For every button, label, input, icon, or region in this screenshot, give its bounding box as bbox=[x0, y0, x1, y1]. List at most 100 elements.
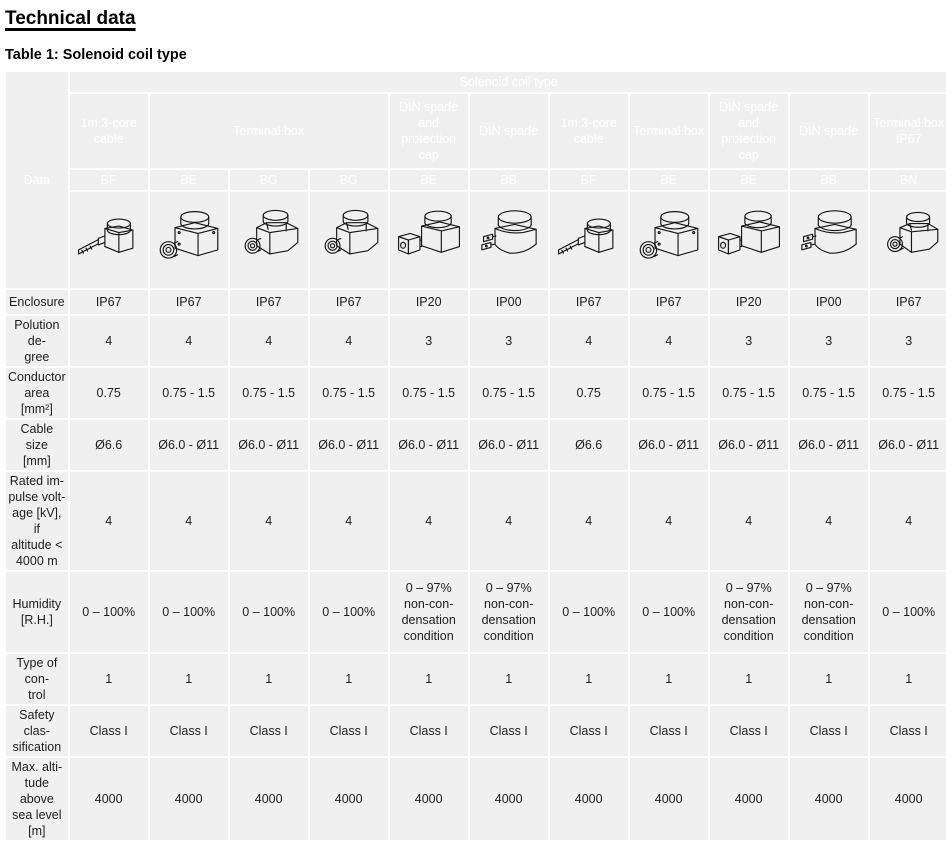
coil-din-spade-icon bbox=[480, 210, 537, 254]
coil-cable-icon bbox=[77, 218, 134, 255]
data-cell: IP20 bbox=[709, 290, 788, 314]
data-cell: 0.75 - 1.5 bbox=[869, 368, 946, 418]
group-header: DIN spade bbox=[789, 94, 868, 168]
group-header: DIN spade and protection cap bbox=[389, 94, 468, 168]
data-cell: 0 – 100% bbox=[229, 572, 308, 652]
coil-terminal-ip67-icon bbox=[886, 211, 939, 253]
data-cell: Class I bbox=[789, 706, 868, 756]
data-cell: 4 bbox=[149, 316, 228, 366]
coil-image-cell bbox=[149, 192, 228, 288]
type-code: BF bbox=[549, 170, 628, 190]
data-cell: 4 bbox=[549, 472, 628, 570]
coil-terminal-box-icon bbox=[639, 211, 699, 259]
type-code: BB bbox=[469, 170, 548, 190]
data-cell: 1 bbox=[469, 654, 548, 704]
data-cell: Ø6.0 - Ø11 bbox=[629, 420, 708, 470]
type-code: BE bbox=[389, 170, 468, 190]
table-caption: Table 1: Solenoid coil type bbox=[5, 47, 187, 63]
row-label: Polution de- gree bbox=[6, 316, 68, 366]
coil-image-cell bbox=[229, 192, 308, 288]
coil-image-cell bbox=[69, 192, 148, 288]
type-code: BE bbox=[629, 170, 708, 190]
type-code: BG bbox=[229, 170, 308, 190]
group-header: 1m 3-core cable bbox=[69, 94, 148, 168]
data-cell: 0.75 - 1.5 bbox=[149, 368, 228, 418]
data-cell: 1 bbox=[549, 654, 628, 704]
data-cell: 4000 bbox=[229, 758, 308, 840]
data-cell: 4000 bbox=[469, 758, 548, 840]
row-label: Cable size [mm] bbox=[6, 420, 68, 470]
data-cell: 4 bbox=[549, 316, 628, 366]
data-cell: 0.75 - 1.5 bbox=[389, 368, 468, 418]
solenoid-table: Data Solenoid coil type 1m 3-core cable Ter… bbox=[4, 70, 946, 842]
data-cell: 1 bbox=[149, 654, 228, 704]
data-cell: 0 – 97% non-con- densation condition bbox=[469, 572, 548, 652]
data-cell: 0.75 - 1.5 bbox=[789, 368, 868, 418]
data-cell: Ø6.0 - Ø11 bbox=[869, 420, 946, 470]
data-cell: 0.75 - 1.5 bbox=[629, 368, 708, 418]
data-cell: Ø6.0 - Ø11 bbox=[149, 420, 228, 470]
data-cell: Ø6.0 - Ø11 bbox=[309, 420, 388, 470]
data-cell: 3 bbox=[789, 316, 868, 366]
group-header: Terminal box bbox=[629, 94, 708, 168]
data-cell: Class I bbox=[469, 706, 548, 756]
data-cell: 1 bbox=[629, 654, 708, 704]
type-code: BN bbox=[869, 170, 946, 190]
data-cell: 1 bbox=[709, 654, 788, 704]
row-label: Safety clas- sification bbox=[6, 706, 68, 756]
group-header: DIN spade bbox=[469, 94, 548, 168]
coil-cable-icon bbox=[557, 218, 614, 255]
data-cell: 0.75 - 1.5 bbox=[709, 368, 788, 418]
data-cell: 1 bbox=[789, 654, 868, 704]
row-label: Conductor area [mm²] bbox=[6, 368, 68, 418]
data-cell: Ø6.0 - Ø11 bbox=[789, 420, 868, 470]
row-label: Enclosure bbox=[6, 290, 68, 314]
row-label: Max. alti- tude above sea level [m] bbox=[6, 758, 68, 840]
table-row: Safety clas- sification Class I Class I Cla… bbox=[6, 706, 946, 756]
coil-terminal-bg-icon bbox=[324, 209, 379, 255]
data-cell: 0 – 100% bbox=[69, 572, 148, 652]
table-row: Type of con- trol 1 1 1 1 1 1 1 1 1 1 1 bbox=[6, 654, 946, 704]
row-label: Humidity [R.H.] bbox=[6, 572, 68, 652]
coil-image-cell bbox=[309, 192, 388, 288]
data-cell: Ø6.0 - Ø11 bbox=[389, 420, 468, 470]
table-row: Cable size [mm] Ø6.6 Ø6.0 - Ø11 Ø6.0 - Ø11 Ø… bbox=[6, 420, 946, 470]
row-label: Type of con- trol bbox=[6, 654, 68, 704]
data-cell: 4 bbox=[629, 472, 708, 570]
data-cell: Ø6.0 - Ø11 bbox=[229, 420, 308, 470]
data-cell: 0 – 97% non-con- densation condition bbox=[389, 572, 468, 652]
data-cell: 4000 bbox=[69, 758, 148, 840]
data-cell: 4 bbox=[789, 472, 868, 570]
data-cell: IP67 bbox=[629, 290, 708, 314]
table-row: Max. alti- tude above sea level [m] 4000 4… bbox=[6, 758, 946, 840]
table-row: Humidity [R.H.] 0 – 100% 0 – 100% 0 – 100% 0… bbox=[6, 572, 946, 652]
type-code: BE bbox=[709, 170, 788, 190]
data-cell: 1 bbox=[69, 654, 148, 704]
coil-terminal-box-icon bbox=[159, 211, 219, 259]
data-cell: Ø6.6 bbox=[69, 420, 148, 470]
data-cell: 4000 bbox=[709, 758, 788, 840]
data-cell: 0.75 - 1.5 bbox=[229, 368, 308, 418]
data-cell: IP20 bbox=[389, 290, 468, 314]
data-cell: 4000 bbox=[869, 758, 946, 840]
data-cell: Ø6.0 - Ø11 bbox=[709, 420, 788, 470]
data-cell: 4 bbox=[309, 472, 388, 570]
data-cell: Class I bbox=[69, 706, 148, 756]
data-cell: Ø6.6 bbox=[549, 420, 628, 470]
data-cell: 0 – 100% bbox=[629, 572, 708, 652]
data-cell: IP67 bbox=[69, 290, 148, 314]
data-cell: 4 bbox=[869, 472, 946, 570]
data-cell: Ø6.0 - Ø11 bbox=[469, 420, 548, 470]
data-cell: Class I bbox=[709, 706, 788, 756]
table-row: Rated im- pulse volt- age [kV], if altit… bbox=[6, 472, 946, 570]
data-cell: IP67 bbox=[869, 290, 946, 314]
data-cell: 0 – 100% bbox=[149, 572, 228, 652]
data-cell: 0.75 bbox=[549, 368, 628, 418]
data-cell: 0 – 97% non-con- densation condition bbox=[709, 572, 788, 652]
data-cell: 4000 bbox=[389, 758, 468, 840]
type-code: BG bbox=[309, 170, 388, 190]
data-cell: Class I bbox=[149, 706, 228, 756]
data-cell: 1 bbox=[389, 654, 468, 704]
coil-image-cell bbox=[869, 192, 946, 288]
